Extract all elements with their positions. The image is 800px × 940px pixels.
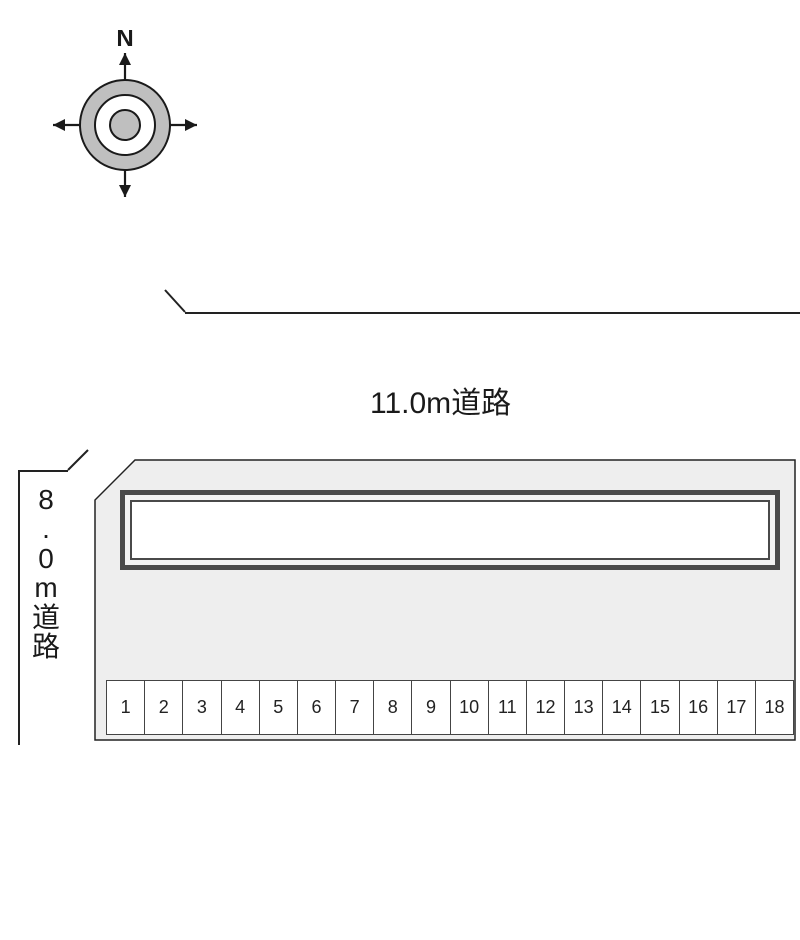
parking-cell: 11	[489, 680, 527, 735]
parking-cell: 4	[222, 680, 260, 735]
boundary-line-top	[185, 312, 800, 314]
parking-cell: 7	[336, 680, 374, 735]
road-label-left: 8.0m道路	[32, 485, 60, 661]
parking-cell: 1	[106, 680, 145, 735]
parking-cell: 3	[183, 680, 221, 735]
parking-cell: 18	[756, 680, 794, 735]
parking-row: 123456789101112131415161718	[106, 680, 794, 735]
parking-cell: 15	[641, 680, 679, 735]
parking-cell: 9	[412, 680, 450, 735]
parking-cell: 17	[718, 680, 756, 735]
parking-cell: 2	[145, 680, 183, 735]
parking-cell: 8	[374, 680, 412, 735]
building-inner	[130, 500, 770, 560]
parking-cell: 13	[565, 680, 603, 735]
site-plan-canvas: N 11.0m道路 8.0m道路 12345678910111213141516…	[0, 0, 800, 940]
svg-text:N: N	[116, 30, 133, 52]
boundary-line-left	[18, 470, 20, 745]
parking-cell: 16	[680, 680, 718, 735]
road-label-top: 11.0m道路	[370, 378, 511, 422]
parking-cell: 5	[260, 680, 298, 735]
boundary-line-left-top	[18, 470, 68, 472]
parking-cell: 14	[603, 680, 641, 735]
parking-cell: 6	[298, 680, 336, 735]
compass-rose: N	[50, 30, 200, 210]
parking-cell: 10	[451, 680, 489, 735]
parking-cell: 12	[527, 680, 565, 735]
